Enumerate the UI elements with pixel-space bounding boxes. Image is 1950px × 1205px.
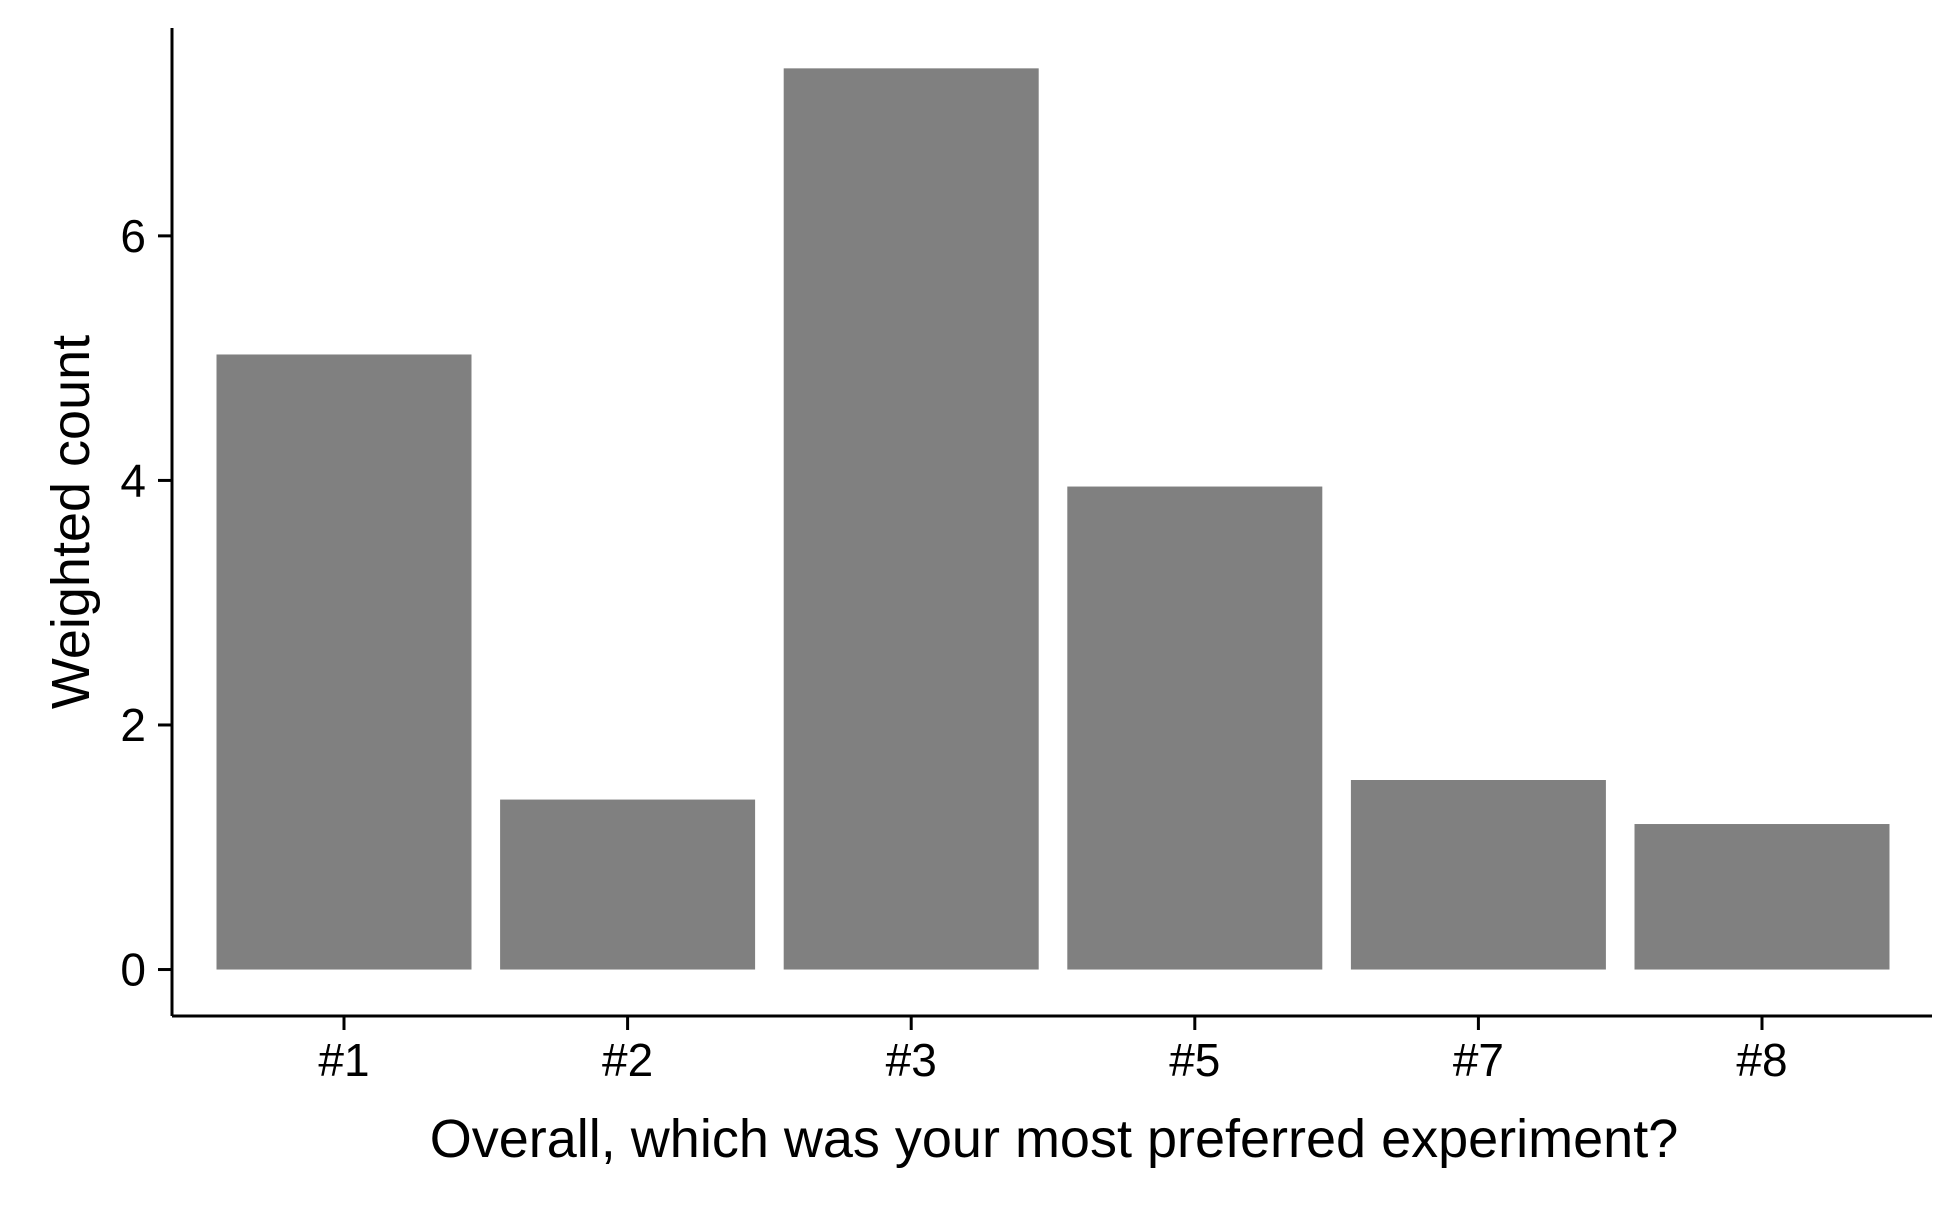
y-tick-label: 2 bbox=[120, 699, 146, 751]
bar-n5 bbox=[1067, 486, 1323, 970]
x-ticks-layer: #1 #2 #3 #5 #7 #8 bbox=[318, 1016, 1788, 1086]
y-tick-label: 4 bbox=[120, 454, 146, 506]
bar-n3 bbox=[783, 68, 1039, 970]
bar-n1 bbox=[216, 354, 472, 970]
y-tick-label: 6 bbox=[120, 210, 146, 262]
x-tick-label: #5 bbox=[1169, 1034, 1220, 1086]
x-tick-label: #1 bbox=[318, 1034, 369, 1086]
y-axis-title: Weighted count bbox=[41, 335, 101, 709]
bar-n7 bbox=[1350, 780, 1606, 970]
x-tick-label: #3 bbox=[886, 1034, 937, 1086]
x-tick-label: #2 bbox=[602, 1034, 653, 1086]
y-ticks-layer: 0 2 4 6 bbox=[120, 210, 172, 996]
x-tick-label: #8 bbox=[1736, 1034, 1787, 1086]
x-tick-label: #7 bbox=[1453, 1034, 1504, 1086]
bar-n8 bbox=[1634, 824, 1890, 970]
bars-layer bbox=[216, 68, 1890, 970]
x-axis-title: Overall, which was your most preferred e… bbox=[430, 1109, 1679, 1169]
bar-n2 bbox=[500, 799, 756, 970]
y-tick-label: 0 bbox=[120, 944, 146, 996]
